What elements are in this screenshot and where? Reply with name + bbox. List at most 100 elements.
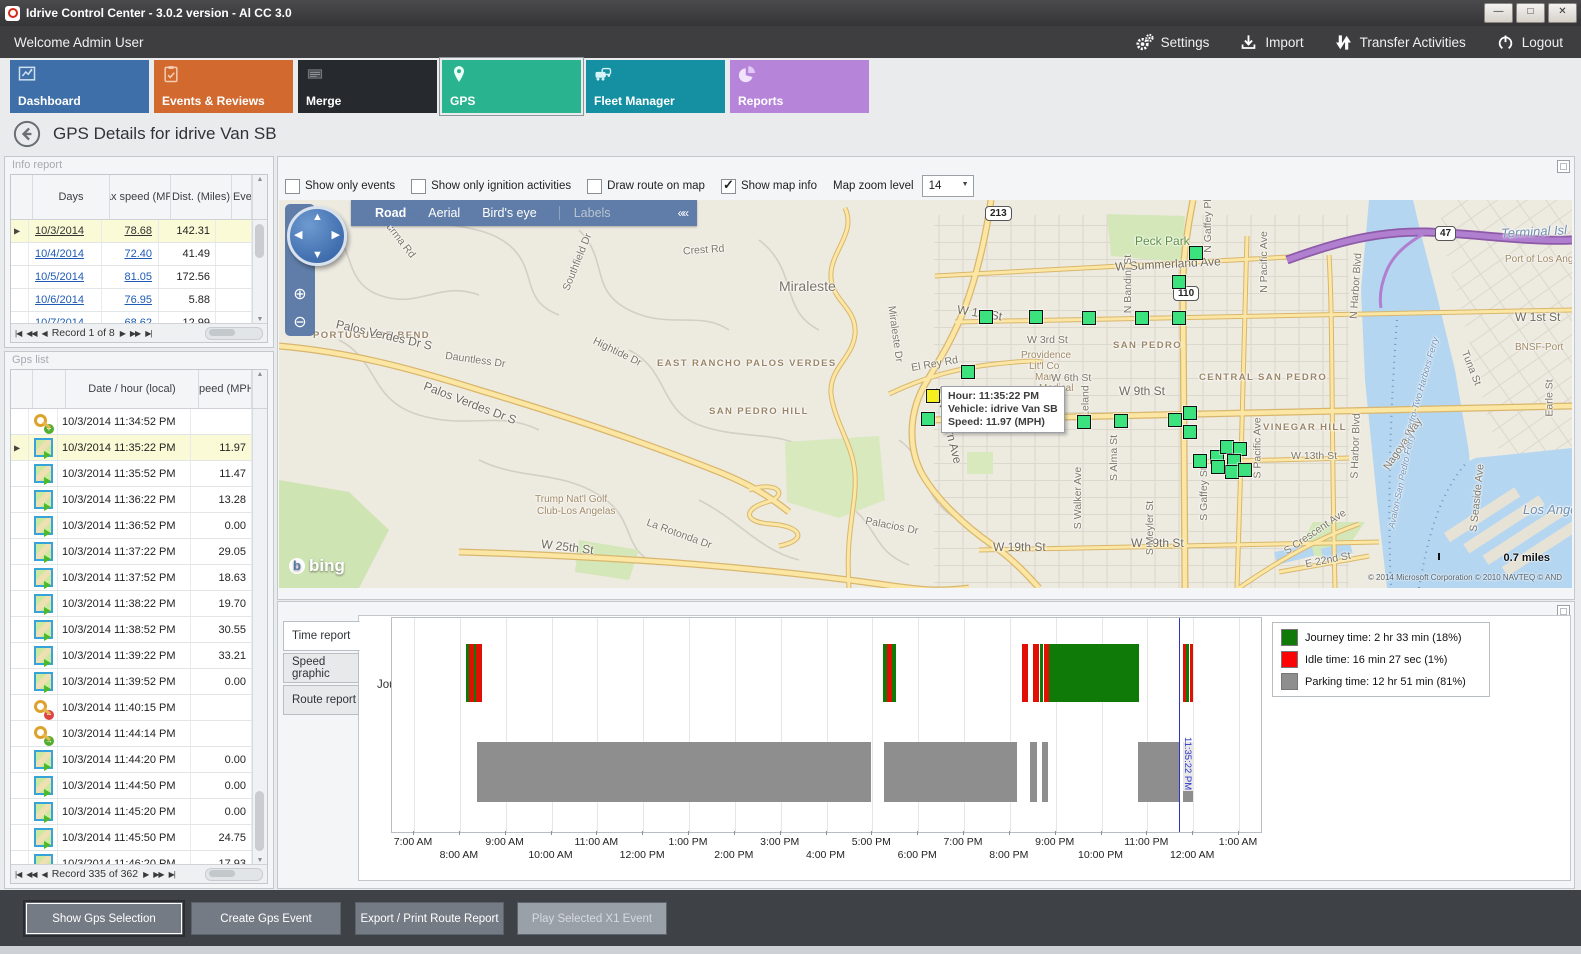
map-option-checkbox[interactable]: Show only ignition activities bbox=[411, 178, 571, 194]
gps-point-marker[interactable] bbox=[1211, 460, 1225, 474]
max-speed-link[interactable]: 72.40 bbox=[102, 243, 159, 265]
pager-next-icon[interactable]: ▶ bbox=[143, 869, 149, 879]
gps-list-vscrollbar-track[interactable]: ▼ bbox=[252, 409, 267, 865]
module-tile[interactable]: Events & Reviews bbox=[154, 60, 293, 113]
zoom-out-icon[interactable]: ⊖ bbox=[293, 314, 307, 331]
chart-tab[interactable]: Time report bbox=[283, 621, 360, 651]
pager-next-icon[interactable]: ▶ bbox=[119, 328, 126, 338]
col-max-speed[interactable]: Max speed (MPH) bbox=[110, 175, 171, 219]
map-pan-compass[interactable]: ▲ ▼ ◀ ▶ bbox=[287, 206, 347, 266]
chart-tab[interactable]: Route report bbox=[283, 685, 359, 715]
max-speed-link[interactable]: 68.62 bbox=[102, 312, 159, 324]
maximize-button[interactable]: □ bbox=[1516, 3, 1545, 23]
chart-plot[interactable]: 11:35:22 PM bbox=[391, 617, 1262, 833]
back-button[interactable] bbox=[13, 120, 41, 148]
pager-hscrollbar[interactable] bbox=[205, 326, 263, 340]
map-option-checkbox[interactable]: Show map info bbox=[720, 177, 817, 194]
export-print-route-report-button[interactable]: Export / Print Route Report bbox=[355, 902, 504, 935]
info-report-row[interactable]: 10/4/2014 72.40 41.49 bbox=[11, 243, 252, 266]
gps-list-row[interactable]: 10/3/2014 11:40:15 PM bbox=[11, 695, 252, 721]
max-speed-link[interactable]: 81.05 bbox=[102, 266, 159, 288]
gps-list-row[interactable]: 10/3/2014 11:37:52 PM 18.63 bbox=[11, 565, 252, 591]
pager-hscrollbar[interactable] bbox=[205, 867, 263, 881]
map-view-tab[interactable]: Aerial bbox=[428, 206, 461, 220]
info-report-row[interactable]: 10/5/2014 81.05 172.56 bbox=[11, 266, 252, 289]
pager-first-icon[interactable]: |◀ bbox=[15, 869, 22, 879]
module-tile[interactable]: Merge bbox=[298, 60, 437, 113]
col-x1-events[interactable]: X1 Events bbox=[232, 175, 252, 219]
col-date-hour[interactable]: Date / hour (local) bbox=[66, 370, 199, 408]
gps-point-marker[interactable] bbox=[961, 365, 975, 379]
pager-prev-icon[interactable]: ◀ bbox=[41, 328, 48, 338]
pager-last-icon[interactable]: ▶| bbox=[145, 328, 152, 338]
map-panel-collapse-button[interactable] bbox=[1557, 160, 1570, 173]
info-report-row[interactable]: 10/6/2014 76.95 5.88 bbox=[11, 289, 252, 312]
menu-action[interactable]: Settings bbox=[1135, 33, 1209, 52]
gps-point-marker[interactable] bbox=[1189, 246, 1203, 260]
map-view-tab[interactable]: Road bbox=[375, 206, 406, 220]
menu-action[interactable]: Logout bbox=[1496, 33, 1563, 52]
info-report-vscrollbar[interactable]: ▲ bbox=[252, 175, 267, 219]
gps-list-vscrollbar[interactable]: ▲ bbox=[252, 370, 267, 408]
gps-point-marker[interactable] bbox=[1168, 413, 1182, 427]
gps-list-row[interactable]: 10/3/2014 11:38:22 PM 19.70 bbox=[11, 591, 252, 617]
pager-prev-icon[interactable]: ◀ bbox=[41, 869, 48, 879]
map-view-tab[interactable]: Labels bbox=[558, 206, 611, 220]
gps-point-marker[interactable] bbox=[1193, 454, 1207, 468]
module-tile[interactable]: GPS bbox=[439, 57, 584, 116]
checkbox-icon[interactable] bbox=[411, 178, 427, 194]
gps-point-marker[interactable] bbox=[1172, 275, 1186, 289]
minimize-button[interactable]: — bbox=[1484, 3, 1513, 23]
play-selected-x1-event-button[interactable]: Play Selected X1 Event bbox=[517, 902, 667, 935]
gps-list-row[interactable]: 10/3/2014 11:45:20 PM 0.00 bbox=[11, 799, 252, 825]
gps-list-row[interactable]: 10/3/2014 11:44:20 PM 0.00 bbox=[11, 747, 252, 773]
gps-list-row[interactable]: 10/3/2014 11:35:52 PM 11.47 bbox=[11, 461, 252, 487]
pager-prev-page-icon[interactable]: ◀◀ bbox=[26, 869, 37, 879]
gps-point-marker[interactable] bbox=[1220, 440, 1234, 454]
gps-list-row[interactable]: 10/3/2014 11:45:50 PM 24.75 bbox=[11, 825, 252, 851]
module-tile[interactable]: Dashboard bbox=[10, 60, 149, 113]
col-speed[interactable]: Speed (MPH) bbox=[199, 370, 252, 408]
chart-tab[interactable]: Speed graphic bbox=[283, 653, 359, 683]
gps-point-marker[interactable] bbox=[1183, 425, 1197, 439]
map-option-checkbox[interactable]: Show only events bbox=[285, 178, 395, 194]
create-gps-event-button[interactable]: Create Gps Event bbox=[191, 902, 341, 935]
pager-first-icon[interactable]: |◀ bbox=[15, 328, 22, 338]
map-view-tab[interactable]: Bird's eye bbox=[482, 206, 537, 220]
toolbar-collapse-icon[interactable]: «« bbox=[677, 206, 689, 220]
max-speed-link[interactable]: 78.68 bbox=[102, 220, 159, 242]
col-days[interactable]: Days bbox=[33, 175, 110, 219]
gps-list-row[interactable]: 10/3/2014 11:34:52 PM bbox=[11, 409, 252, 435]
gps-list-row[interactable]: 10/3/2014 11:36:52 PM 0.00 bbox=[11, 513, 252, 539]
map-canvas[interactable]: Miraleste Miraleste Dr Crest Rd Burma Rd Sou… bbox=[279, 200, 1572, 588]
day-link[interactable]: 10/4/2014 bbox=[29, 243, 102, 265]
gps-point-marker[interactable] bbox=[1114, 414, 1128, 428]
gps-list-row[interactable]: 10/3/2014 11:39:52 PM 0.00 bbox=[11, 669, 252, 695]
gps-point-marker[interactable] bbox=[926, 389, 940, 403]
pager-prev-page-icon[interactable]: ◀◀ bbox=[26, 328, 37, 338]
chart-panel-collapse-button[interactable] bbox=[1557, 605, 1570, 618]
map-zoom-select[interactable]: 14 bbox=[921, 175, 974, 197]
gps-list-row[interactable]: 10/3/2014 11:37:22 PM 29.05 bbox=[11, 539, 252, 565]
map-option-checkbox[interactable]: Draw route on map bbox=[587, 178, 705, 194]
gps-point-marker[interactable] bbox=[1238, 463, 1252, 477]
gps-point-marker[interactable] bbox=[1082, 311, 1096, 325]
info-report-vscrollbar-track[interactable]: ▼ bbox=[252, 220, 267, 324]
day-link[interactable]: 10/7/2014 bbox=[29, 312, 102, 324]
day-link[interactable]: 10/3/2014 bbox=[29, 220, 102, 242]
day-link[interactable]: 10/5/2014 bbox=[29, 266, 102, 288]
pager-next-page-icon[interactable]: ▶▶ bbox=[153, 869, 164, 879]
gps-list-row[interactable]: 10/3/2014 11:46:20 PM 17.93 bbox=[11, 851, 252, 865]
gps-point-marker[interactable] bbox=[1172, 311, 1186, 325]
menu-action[interactable]: Import bbox=[1239, 33, 1304, 52]
gps-point-marker[interactable] bbox=[1135, 311, 1149, 325]
day-link[interactable]: 10/6/2014 bbox=[29, 289, 102, 311]
gps-point-marker[interactable] bbox=[1183, 406, 1197, 420]
module-tile[interactable]: Reports bbox=[730, 60, 869, 113]
gps-point-marker[interactable] bbox=[1029, 310, 1043, 324]
checkbox-icon[interactable] bbox=[285, 178, 300, 194]
gps-list-row[interactable]: 10/3/2014 11:39:22 PM 33.21 bbox=[11, 643, 252, 669]
gps-list-row[interactable]: 10/3/2014 11:44:50 PM 0.00 bbox=[11, 773, 252, 799]
checkbox-icon[interactable] bbox=[720, 177, 736, 194]
info-report-row[interactable]: 10/3/2014 78.68 142.31 bbox=[11, 220, 252, 243]
